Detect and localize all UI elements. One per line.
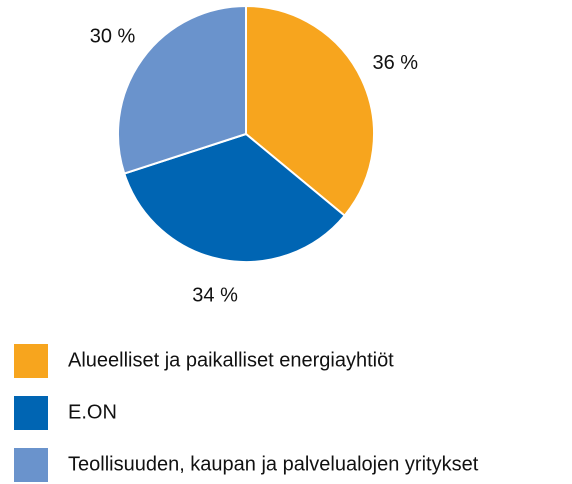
legend-label: Alueelliset ja paikalliset energiayhtiöt — [68, 349, 394, 371]
legend-swatch — [14, 396, 48, 430]
slice-label: 30 % — [90, 25, 136, 47]
legend-swatch — [14, 448, 48, 482]
pie-slice — [123, 132, 347, 263]
slice-label: 36 % — [372, 52, 418, 74]
legend-label: E.ON — [68, 401, 117, 423]
legend-swatch — [14, 344, 48, 378]
legend-label: Teollisuuden, kaupan ja palvelualojen yr… — [68, 453, 479, 475]
pie-slice — [245, 4, 375, 217]
slice-label: 34 % — [192, 284, 238, 306]
pie-slice — [117, 4, 247, 175]
